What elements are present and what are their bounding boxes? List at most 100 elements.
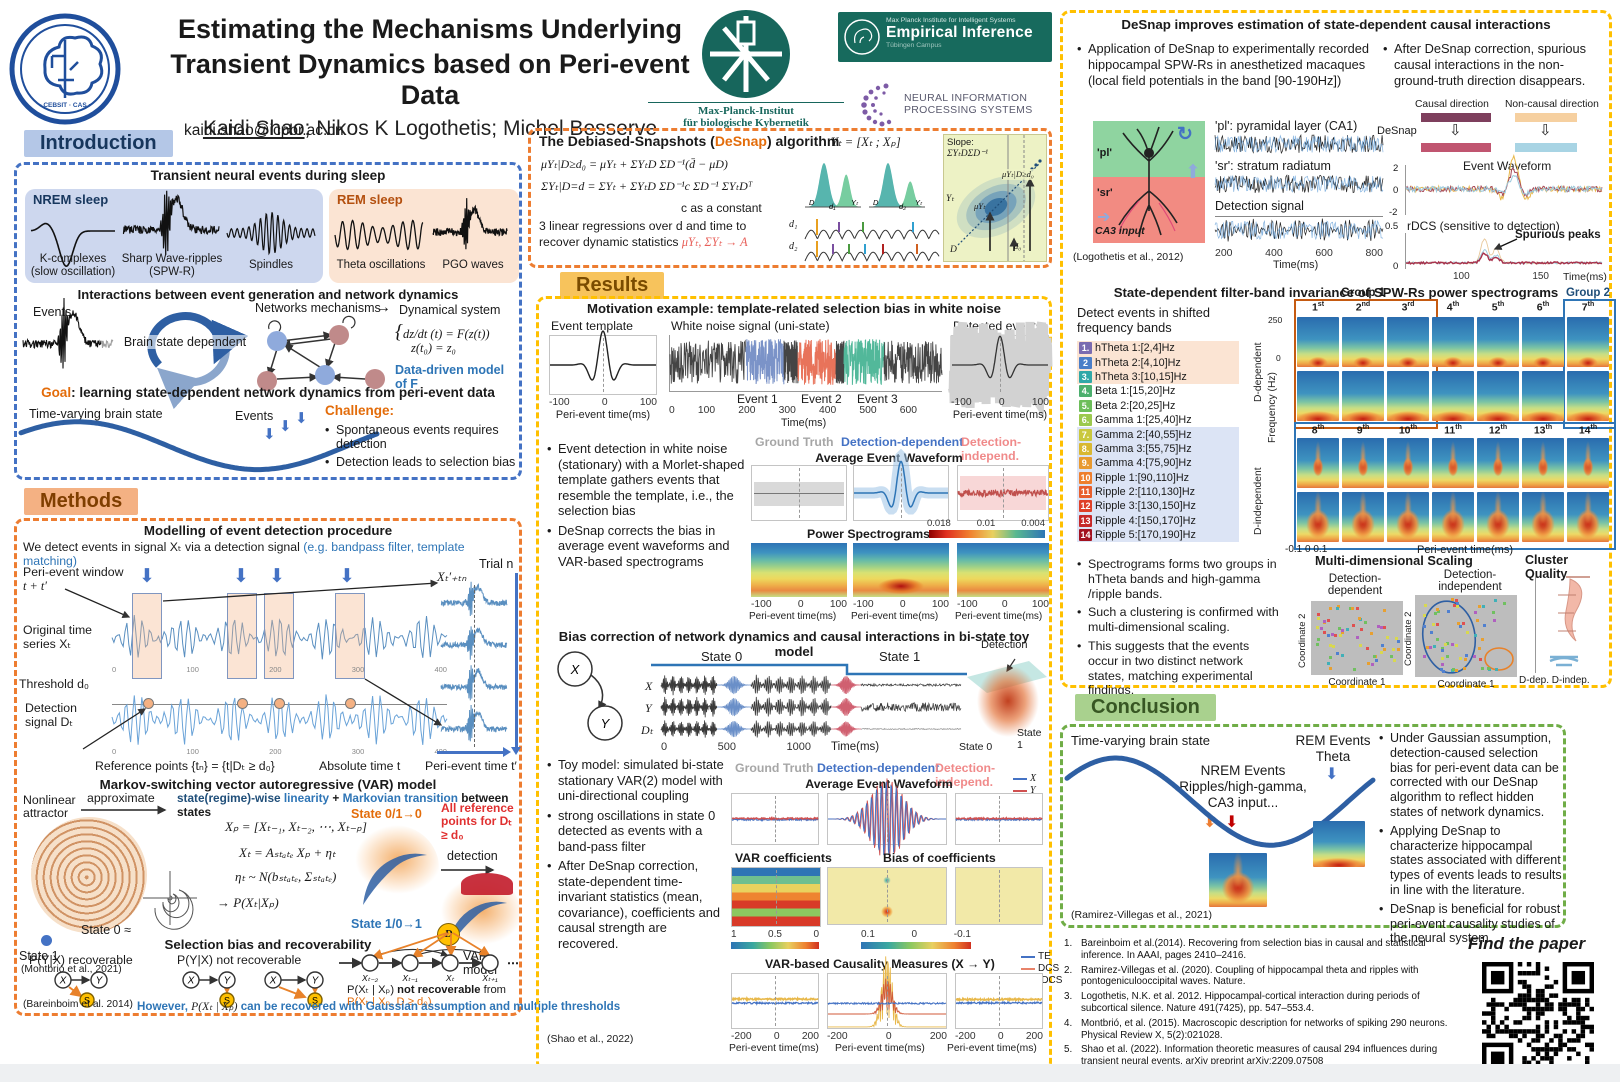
trace-y-label: Y (645, 701, 652, 715)
nrem-item3: Spindles (248, 259, 294, 271)
di-toy-panel (955, 793, 1043, 845)
causality-di-panel (955, 973, 1043, 1029)
var-eq2: Xₜ = Aₛₜₐₜₑ Xₚ + ηₜ (239, 845, 336, 860)
spectrogram-cell (1567, 492, 1609, 542)
gt-toy-panel (731, 793, 819, 845)
abs-time-ticks: 0 100 200 300 400 (112, 665, 447, 674)
causality-ticks-2: -200 0 200 (827, 1031, 947, 1042)
spectrogram-cell (1477, 317, 1519, 367)
rdcs-ytick-0: 0 (1393, 261, 1399, 272)
toy-state1-label: State 1 (1017, 727, 1042, 751)
state-step-line (651, 663, 967, 676)
rem-item1: Theta oscillations (336, 259, 426, 271)
spectrogram-cell (1522, 371, 1564, 421)
rdcs-ytick-05: 0.5 (1385, 221, 1399, 232)
detected-events-plot (948, 321, 1053, 419)
spectrogram-cell (1297, 317, 1339, 367)
approx-arrow (81, 805, 167, 815)
band-color-chip: 13 (1079, 514, 1092, 527)
svg-text:D: D (809, 198, 815, 207)
threshold-cross-dot (345, 698, 356, 709)
detect-arrow-icon: ⬇ (339, 566, 355, 587)
column-header: 2nd (1355, 301, 1371, 314)
var-coefficients-title: VAR coefficients (735, 851, 832, 865)
x-line-icon (1013, 777, 1027, 780)
spw-xticks: -0.1 0 0.1 (1285, 544, 1328, 555)
detection-signal-text: Detection signal (1215, 199, 1304, 213)
svg-text:X: X (187, 976, 195, 987)
column-header: 4th (1446, 301, 1460, 314)
trace-dt-label: Dₜ (641, 723, 654, 737)
sr-label: 'sr' (1097, 187, 1113, 199)
conclusion-tv-label: Time-varying brain state (1071, 733, 1210, 748)
detect-text-blue: (e.g. bandpass filter, template matching… (23, 540, 465, 568)
svg-text:Y: Y (224, 976, 232, 987)
k-complex-wave-icon (30, 222, 115, 268)
desnap-title-b: DeSnap (714, 133, 767, 149)
spw-xlabel: Peri-event time(ms) (1417, 544, 1513, 556)
peri-event-window (227, 593, 257, 679)
section-conclusion: Conclusion (1075, 694, 1216, 721)
spw-bullets: Spectrograms forms two groups in hTheta … (1077, 557, 1281, 702)
noncausal-bar-bottom (1515, 143, 1577, 152)
event-wave-icon (22, 297, 114, 369)
event-template-label: Event template (551, 319, 634, 333)
svg-text:Yₜ: Yₜ (915, 198, 923, 207)
ode-eq2: z(t₀) = z₀ (411, 341, 456, 355)
band-item: 11 Ripple 2:[110,130]Hz (1077, 484, 1239, 500)
column-header: 9th (1356, 424, 1370, 437)
pl-text: 'pl': pyramidal layer (CA1) (1215, 119, 1358, 133)
however-b: P(Xₜ | Xₚ) (191, 1000, 238, 1013)
absolute-time: Absolute time t (319, 759, 401, 773)
band-color-chip: 5. (1079, 399, 1092, 412)
however-f: multiple thresholds (513, 1000, 621, 1013)
reference-item: 1. Bareinboim et al.(2014). Recovering fr… (1064, 938, 1426, 961)
event1-label: Event 1 (737, 392, 778, 406)
goal-word: Goal (41, 385, 72, 400)
band-color-chip: 8. (1079, 442, 1092, 455)
peri-time-arrow (437, 751, 505, 754)
ei-big: Empirical Inference (886, 24, 1033, 41)
ew-ytick-m2: -2 (1389, 207, 1398, 218)
nrem-item2b: (SPW-R) (149, 266, 195, 278)
trace-y (660, 696, 962, 718)
col2-ground-truth: Ground Truth (735, 761, 814, 775)
ew-ytick-0: 0 (1393, 185, 1399, 196)
detection-label: detection (447, 849, 498, 863)
di-waveform-panel (957, 465, 1049, 521)
detected-region-cap (461, 873, 513, 895)
snippet-row-2 (804, 241, 940, 263)
nrem-item2a: Sharp Wave-ripples (121, 253, 223, 265)
brain-state-dependent: Brain state dependent (101, 335, 269, 349)
neurips-line2: PROCESSING SYSTEMS (904, 104, 1033, 116)
freq-tick-250: 250 (1268, 315, 1283, 325)
slope-label1: Slope: (947, 137, 974, 148)
reference-item: 4. Montbrió, et al. (2015). Macroscopic d… (1064, 1017, 1448, 1041)
sr-text: 'sr': stratum radiatum (1215, 159, 1331, 173)
dd-waveform-panel (853, 448, 949, 521)
ramirez-ref: (Ramirez-Villegas et al., 2021) (1071, 909, 1213, 921)
authors: Kaidi Shao; Nikos K Logothetis; Michel B… (140, 117, 720, 141)
hippo-time-ticks: 200 400 600 800 (1215, 247, 1383, 259)
svg-text:Xₜ₊₁: Xₜ₊₁ (481, 973, 498, 983)
mpi-kyb-text: Max-Planck-Institut für biologische Kybe… (648, 102, 844, 129)
selection-bias-title: Selection bias and recoverability (164, 937, 372, 952)
event-template-plot (549, 330, 657, 395)
peri-event-window (335, 593, 365, 679)
poster-title-line1: Estimating the Mechanisms Underlying (177, 14, 683, 44)
peri-time-arrowhead (503, 747, 511, 757)
band-color-chip: 6. (1079, 414, 1092, 427)
spectrogram-cell (1477, 371, 1519, 421)
nrem-panel: NREM sleep K-complexes (slow oscillation… (25, 189, 323, 283)
mech-arrow: → (375, 299, 391, 316)
band-color-chip: 11 (1079, 486, 1092, 499)
desnap-eq2: ΣYₜ|D=d = ΣYₜ + ΣYₜD ΣD⁻¹c ΣD⁻¹ ΣYₜDᵀ (541, 179, 753, 193)
noncausal-bar-top (1515, 113, 1577, 122)
mu-yt: μYₜ (974, 201, 986, 211)
band-color-chip: 10 (1079, 471, 1092, 484)
noise-ticks: 0 100 200 300 400 500 600 (669, 405, 917, 416)
di-spectrogram (957, 543, 1049, 597)
pgo-wave-icon (432, 198, 508, 250)
mds-dd-label2: dependent (1327, 585, 1383, 597)
var-eq3: ηₜ ~ N(bₛₜₐₜₑ, Σₛₜₐₜₑ) (235, 869, 337, 884)
